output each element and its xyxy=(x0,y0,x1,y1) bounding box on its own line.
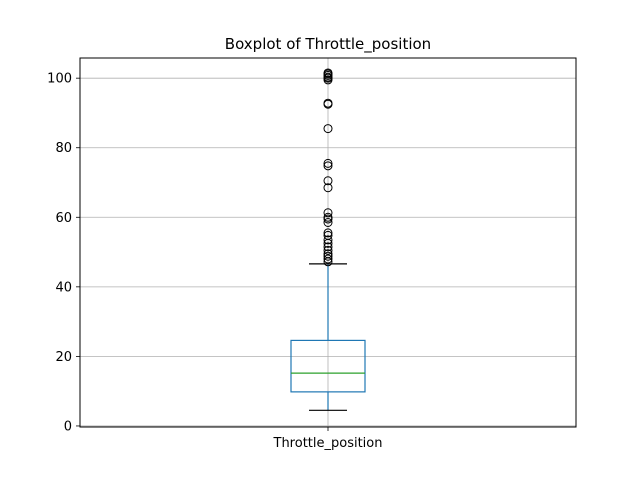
box-iqr xyxy=(290,339,366,393)
axis-ticks: 0 20 40 60 80 100 Throttle_position xyxy=(47,72,382,451)
outlier-point xyxy=(323,161,333,171)
outlier-point xyxy=(323,208,333,218)
outlier-point xyxy=(323,245,333,255)
outlier-point xyxy=(323,158,333,168)
outlier-point xyxy=(323,251,333,261)
y-tick-label: 60 xyxy=(55,211,72,226)
x-tick-label: Throttle_position xyxy=(273,436,383,451)
plot-area xyxy=(290,68,366,411)
y-tick-label: 0 xyxy=(64,419,72,434)
y-tick-label: 80 xyxy=(55,141,72,156)
outlier-point xyxy=(323,230,333,240)
chart-title: Boxplot of Throttle_position xyxy=(225,35,431,54)
outlier-point xyxy=(323,183,333,193)
outlier-point xyxy=(323,124,333,134)
outlier-point xyxy=(323,228,333,238)
outlier-point xyxy=(323,235,333,245)
outlier-point xyxy=(323,242,333,252)
y-tick-label: 40 xyxy=(55,280,72,295)
outlier-point xyxy=(323,218,333,228)
y-tick-label: 20 xyxy=(55,350,72,365)
outlier-point xyxy=(323,98,333,108)
y-tick-label: 100 xyxy=(47,72,72,87)
outlier-point xyxy=(323,176,333,186)
outlier-point xyxy=(323,212,333,222)
outlier-point xyxy=(323,254,333,264)
outlier-point xyxy=(323,68,333,78)
outlier-point xyxy=(323,249,333,259)
